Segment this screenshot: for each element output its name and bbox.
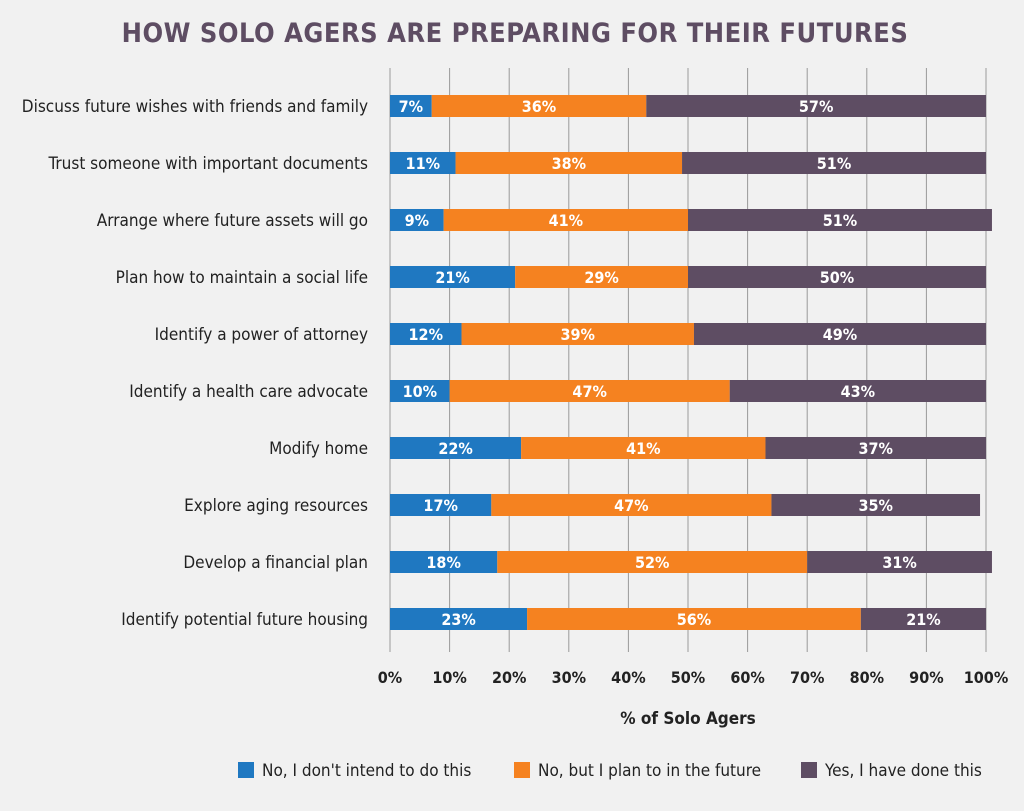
bar-value-label: 29% — [584, 268, 618, 287]
bar-value-label: 22% — [438, 439, 472, 458]
bar-value-label: 52% — [635, 553, 669, 572]
x-tick-label: 100% — [964, 668, 1008, 687]
bar-value-label: 51% — [823, 211, 857, 230]
bar-segment — [390, 266, 516, 288]
bar-value-label: 49% — [823, 325, 857, 344]
legend-swatch — [514, 762, 530, 778]
bar-segment — [729, 380, 986, 402]
category-label: Trust someone with important documents — [48, 154, 368, 174]
bar-segment — [807, 551, 992, 573]
bar-segment — [390, 95, 432, 117]
bar-segment — [390, 494, 492, 516]
bar-value-label: 18% — [426, 553, 460, 572]
x-tick-label: 30% — [552, 668, 586, 687]
bars: 7% 36% 57% 11% 38% 51% 9% 41% 51% 21% 29% 50% 12% 39%… — [390, 95, 992, 630]
bar-segment — [390, 380, 450, 402]
bar-value-label: 10% — [403, 382, 437, 401]
bar-value-label: 12% — [409, 325, 443, 344]
bar-segment — [455, 152, 683, 174]
bar-segment — [693, 323, 986, 345]
legend-label: No, but I plan to in the future — [538, 761, 761, 781]
x-tick-label: 70% — [790, 668, 824, 687]
bar-segment — [390, 437, 522, 459]
category-labels: Discuss future wishes with friends and f… — [22, 97, 368, 630]
bar-segment — [860, 608, 986, 630]
x-tick-label: 40% — [611, 668, 645, 687]
bar-value-label: 9% — [405, 211, 429, 230]
bar-value-label: 50% — [820, 268, 854, 287]
bar-segment — [443, 209, 688, 231]
legend-label: No, I don't intend to do this — [262, 761, 471, 781]
bar-segment — [390, 209, 444, 231]
bar-segment — [521, 437, 766, 459]
category-label: Discuss future wishes with friends and f… — [22, 97, 368, 117]
category-label: Identify a health care advocate — [129, 382, 368, 402]
x-axis-label: % of Solo Agers — [620, 709, 756, 729]
x-tick-label: 20% — [492, 668, 526, 687]
x-tick-label: 80% — [850, 668, 884, 687]
bar-segment — [527, 608, 861, 630]
category-label: Arrange where future assets will go — [97, 211, 368, 231]
bar-segment — [688, 266, 986, 288]
bar-segment — [491, 494, 772, 516]
bar-value-label: 21% — [906, 610, 940, 629]
bar-value-label: 41% — [626, 439, 660, 458]
bar-value-label: 37% — [859, 439, 893, 458]
bar-segment — [390, 323, 462, 345]
chart-title: HOW SOLO AGERS ARE PREPARING FOR THEIR F… — [122, 18, 909, 49]
legend-label: Yes, I have done this — [824, 761, 982, 781]
bar-value-label: 7% — [399, 97, 423, 116]
bar-segment — [771, 494, 981, 516]
bar-segment — [390, 152, 456, 174]
bar-value-label: 21% — [435, 268, 469, 287]
x-tick-label: 10% — [432, 668, 466, 687]
legend: No, I don't intend to do this No, but I p… — [238, 761, 982, 781]
bar-value-label: 11% — [406, 154, 440, 173]
bar-value-label: 23% — [441, 610, 475, 629]
x-ticks: 0% 10% 20% 30% 40% 50% 60% 70% 80% 90% 100% — [378, 668, 1008, 687]
bar-value-label: 39% — [561, 325, 595, 344]
bar-value-label: 43% — [841, 382, 875, 401]
bar-segment — [646, 95, 986, 117]
bar-segment — [461, 323, 694, 345]
bar-segment — [449, 380, 730, 402]
bar-segment — [390, 608, 528, 630]
bar-value-label: 57% — [799, 97, 833, 116]
bar-value-label: 47% — [614, 496, 648, 515]
bar-segment — [497, 551, 808, 573]
x-tick-label: 0% — [378, 668, 402, 687]
category-label: Identify a power of attorney — [155, 325, 368, 345]
bar-value-label: 56% — [677, 610, 711, 629]
bar-value-label: 17% — [423, 496, 457, 515]
category-label: Plan how to maintain a social life — [116, 268, 368, 288]
category-label: Explore aging resources — [184, 496, 368, 516]
x-tick-label: 90% — [909, 668, 943, 687]
bar-value-label: 31% — [882, 553, 916, 572]
bar-segment — [688, 209, 992, 231]
x-tick-label: 60% — [730, 668, 764, 687]
bar-segment — [682, 152, 986, 174]
bar-segment — [390, 551, 498, 573]
category-label: Develop a financial plan — [183, 553, 368, 573]
bar-value-label: 41% — [549, 211, 583, 230]
x-tick-label: 50% — [671, 668, 705, 687]
category-label: Identify potential future housing — [121, 610, 368, 630]
bar-value-label: 38% — [552, 154, 586, 173]
bar-value-label: 51% — [817, 154, 851, 173]
bar-value-label: 47% — [572, 382, 606, 401]
legend-swatch — [238, 762, 254, 778]
bar-value-label: 35% — [859, 496, 893, 515]
bar-segment — [431, 95, 647, 117]
category-label: Modify home — [269, 439, 368, 459]
bar-value-label: 36% — [522, 97, 556, 116]
bar-segment — [515, 266, 688, 288]
legend-swatch — [801, 762, 817, 778]
bar-segment — [765, 437, 986, 459]
